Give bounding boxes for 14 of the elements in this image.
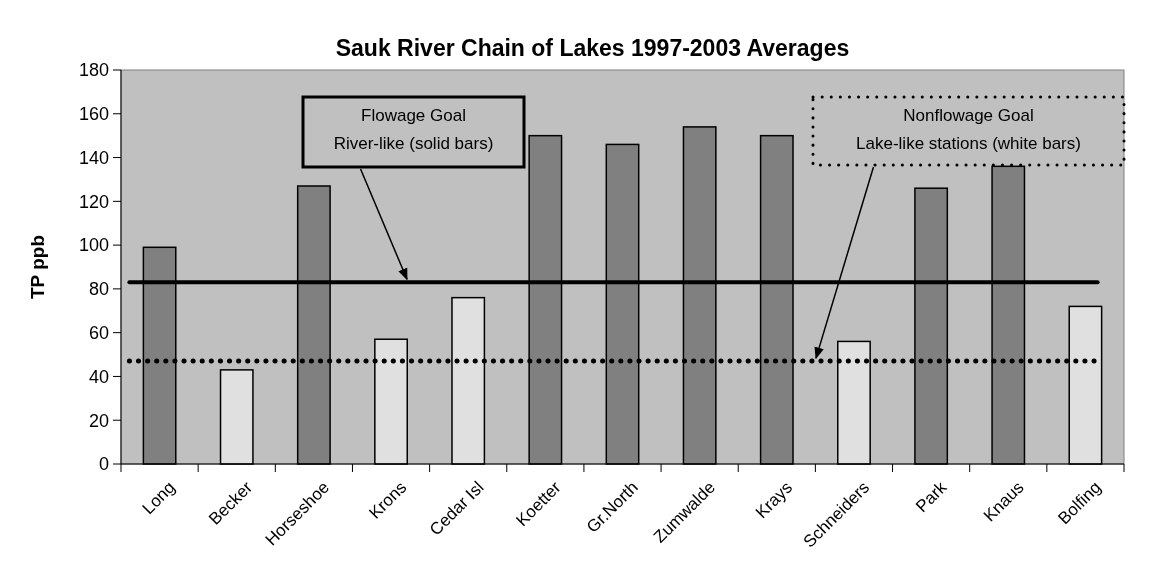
y-tick-label: 60 [88, 322, 109, 343]
chart-title: Sauk River Chain of Lakes 1997-2003 Averages [335, 35, 850, 61]
y-tick-label: 0 [98, 454, 109, 475]
y-tick-label: 40 [88, 366, 109, 387]
y-tick-label: 120 [78, 191, 109, 212]
ref-line-label: Nonflowage Goal Lake-like stations (white bars) [856, 106, 1081, 153]
y-tick-label: 100 [78, 235, 109, 256]
y-tick-label: 80 [88, 279, 109, 300]
y-tick-label: 160 [78, 104, 109, 125]
y-tick-label: 140 [78, 147, 109, 168]
y-tick-label: 180 [78, 60, 109, 81]
ref-line-label: Flowage Goal River-like (solid bars) [333, 106, 494, 153]
y-axis-title: TP ppb [27, 234, 48, 300]
y-tick-label: 20 [88, 410, 109, 431]
